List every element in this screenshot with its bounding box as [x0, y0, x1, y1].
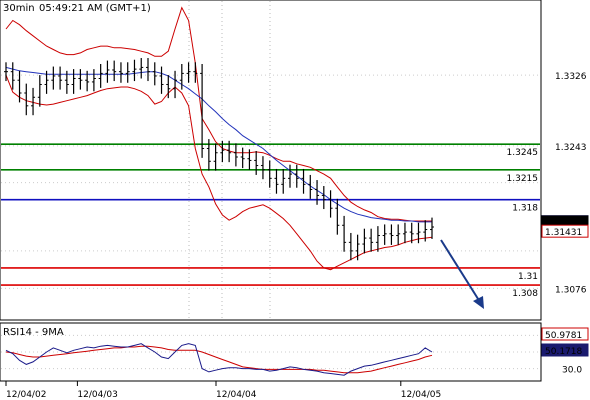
rsi-title: RSI14 - 9MA: [3, 327, 64, 338]
forecast-arrow: [440, 239, 484, 309]
x-tick-label: 12/04/05: [401, 390, 441, 400]
y-tick-label: 1.3076: [555, 285, 587, 295]
x-tick-label: 12/04/02: [6, 390, 46, 400]
level-label-1.318: 1.318: [512, 204, 538, 214]
rsi-tag-0-box: [541, 327, 589, 341]
forecast-arrow-shaft: [440, 239, 481, 303]
price-tag-2-box: [541, 224, 589, 238]
rsi-tag-0-text: 50.9781: [545, 331, 582, 341]
rsi-tag-1-box: [541, 343, 589, 357]
price-tag-1-text: 1.3148: [545, 219, 577, 229]
level-label-1.3245: 1.3245: [507, 148, 539, 158]
price-bars: [4, 58, 434, 261]
rsi-ma-line: [5, 345, 433, 374]
y-tick-label: 1.3326: [555, 72, 587, 82]
x-tick-label: 12/04/03: [77, 390, 117, 400]
timestamp-label: 05:49:21 AM (GMT+1): [39, 3, 151, 14]
level-label-1.31: 1.31: [518, 272, 538, 282]
level-label-1.308: 1.308: [512, 289, 538, 299]
bollinger-bands: [5, 6, 433, 271]
bollinger-lower-line: [5, 74, 433, 271]
horizontal-levels: 1.3245 1.3215 1.318 1.31 1.308: [1, 143, 540, 299]
bollinger-upper-line: [5, 6, 432, 222]
axis-labels: 1.3326 1.3243 1.3076 30.0 12/04/02 12/04/03 12…: [5, 72, 587, 400]
rsi-tag-1-text: 50.1718: [545, 347, 582, 357]
moving-average: [5, 66, 432, 223]
moving-average-line: [5, 66, 432, 223]
rsi-line: [5, 343, 433, 376]
rsi-indicator: [5, 343, 433, 376]
price-tag-2-text: 1.31431: [545, 228, 582, 238]
x-tick-label: 12/04/04: [216, 390, 257, 400]
level-label-1.3215: 1.3215: [507, 174, 539, 184]
forecast-arrow-head: [473, 296, 484, 309]
price-panel-frame: [0, 0, 542, 321]
timeframe-label: 30min: [3, 3, 35, 14]
y-tick-label: 1.3243: [555, 143, 587, 153]
rsi-y-tick-label: 30.0: [562, 366, 582, 376]
